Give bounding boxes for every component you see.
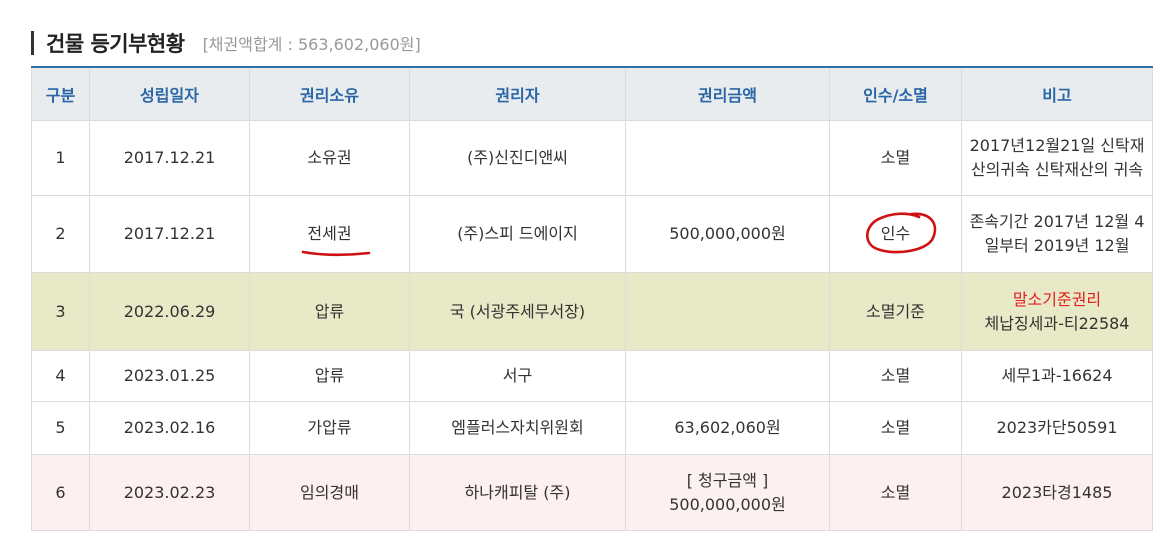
cell-note: 말소기준권리 체납징세과-티22584 xyxy=(961,272,1153,351)
claim-label: [ 청구금액 ] xyxy=(686,470,769,490)
table-row: 5 2023.02.16 가압류 엠플러스자치위원회 63,602,060원 소… xyxy=(31,401,1153,455)
table-header-row: 구분 성립일자 권리소유 권리자 권리금액 인수/소멸 비고 xyxy=(31,66,1153,121)
cell-holder: (주)스피 드에이지 xyxy=(409,195,626,273)
cell-note: 2023타경1485 xyxy=(961,454,1153,531)
table-row-baseline: 3 2022.06.29 압류 국 (서광주세무서장) 소멸기준 말소기준권리 … xyxy=(31,272,1153,351)
col-header-holder: 권리자 xyxy=(409,66,626,121)
cell-status: 소멸 xyxy=(829,454,962,531)
cell-type: 압류 xyxy=(249,272,410,351)
cell-no: 1 xyxy=(31,120,90,196)
cell-status: 소멸기준 xyxy=(829,272,962,351)
table-row: 2 2017.12.21 전세권 (주)스피 드에이지 500,000,000원… xyxy=(31,195,1153,273)
cell-holder: 하나캐피탈 (주) xyxy=(409,454,626,531)
cell-type: 압류 xyxy=(249,350,410,402)
cell-status: 소멸 xyxy=(829,401,962,455)
claim-amount: 500,000,000원 xyxy=(669,494,786,514)
cell-no: 6 xyxy=(31,454,90,531)
col-header-no: 구분 xyxy=(31,66,90,121)
section-header: 건물 등기부현황 [채권액합계 : 563,602,060원] xyxy=(31,26,421,60)
cell-holder: (주)신진디앤씨 xyxy=(409,120,626,196)
cell-status: 소멸 xyxy=(829,120,962,196)
col-header-type: 권리소유 xyxy=(249,66,410,121)
note-line: 산의귀속 신탁재산의 귀속 xyxy=(970,160,1144,179)
table-row: 1 2017.12.21 소유권 (주)신진디앤씨 소멸 2017년12월21일… xyxy=(31,120,1153,196)
cell-status: 소멸 xyxy=(829,350,962,402)
note-line: 2017년12월21일 신탁재 xyxy=(969,136,1145,155)
cell-type: 가압류 xyxy=(249,401,410,455)
status-text: 인수 xyxy=(880,224,911,243)
cell-no: 2 xyxy=(31,195,90,273)
cell-type: 임의경매 xyxy=(249,454,410,531)
cell-type: 소유권 xyxy=(249,120,410,196)
note-line: 체납징세과-티22584 xyxy=(984,313,1130,333)
col-header-amount: 권리금액 xyxy=(625,66,830,121)
section-title: 건물 등기부현황 xyxy=(46,32,185,56)
cell-amount xyxy=(625,350,830,402)
table-row: 4 2023.01.25 압류 서구 소멸 세무1과-16624 xyxy=(31,350,1153,402)
cell-note: 세무1과-16624 xyxy=(961,350,1153,402)
note-line: 존속기간 2017년 12월 4 xyxy=(969,212,1145,231)
red-circle-annotation xyxy=(865,212,936,254)
cell-amount: [ 청구금액 ] 500,000,000원 xyxy=(625,454,830,531)
cell-note: 존속기간 2017년 12월 4 일부터 2019년 12월 xyxy=(961,195,1153,273)
cell-amount xyxy=(625,120,830,196)
total-claim-amount: [채권액합계 : 563,602,060원] xyxy=(202,35,421,54)
cell-date: 2022.06.29 xyxy=(89,272,250,351)
cell-no: 3 xyxy=(31,272,90,351)
cell-date: 2017.12.21 xyxy=(89,120,250,196)
cell-date: 2023.01.25 xyxy=(89,350,250,402)
cell-date: 2023.02.23 xyxy=(89,454,250,531)
header-bar xyxy=(31,31,34,55)
col-header-date: 성립일자 xyxy=(89,66,250,121)
note-line-alert: 말소기준권리 xyxy=(1012,289,1102,309)
circled-status: 인수 xyxy=(865,212,936,254)
cell-status: 인수 xyxy=(829,195,962,273)
cell-note: 2017년12월21일 신탁재 산의귀속 신탁재산의 귀속 xyxy=(961,120,1153,196)
cell-date: 2023.02.16 xyxy=(89,401,250,455)
cell-amount: 500,000,000원 xyxy=(625,195,830,273)
underlined-type: 전세권 xyxy=(302,222,371,257)
table-row-auction: 6 2023.02.23 임의경매 하나캐피탈 (주) [ 청구금액 ] 500… xyxy=(31,454,1153,531)
cell-no: 4 xyxy=(31,350,90,402)
cell-amount: 63,602,060원 xyxy=(625,401,830,455)
cell-note: 2023카단50591 xyxy=(961,401,1153,455)
cell-holder: 국 (서광주세무서장) xyxy=(409,272,626,351)
red-underline-annotation xyxy=(302,250,371,257)
cell-holder: 엠플러스자치위원회 xyxy=(409,401,626,455)
col-header-note: 비고 xyxy=(961,66,1153,121)
cell-no: 5 xyxy=(31,401,90,455)
registry-table: 구분 성립일자 권리소유 권리자 권리금액 인수/소멸 비고 1 2017.12… xyxy=(31,66,1153,531)
type-text: 전세권 xyxy=(307,224,352,243)
cell-type: 전세권 xyxy=(249,195,410,273)
cell-holder: 서구 xyxy=(409,350,626,402)
cell-amount xyxy=(625,272,830,351)
col-header-status: 인수/소멸 xyxy=(829,66,962,121)
note-line: 일부터 2019년 12월 xyxy=(984,236,1130,255)
cell-date: 2017.12.21 xyxy=(89,195,250,273)
